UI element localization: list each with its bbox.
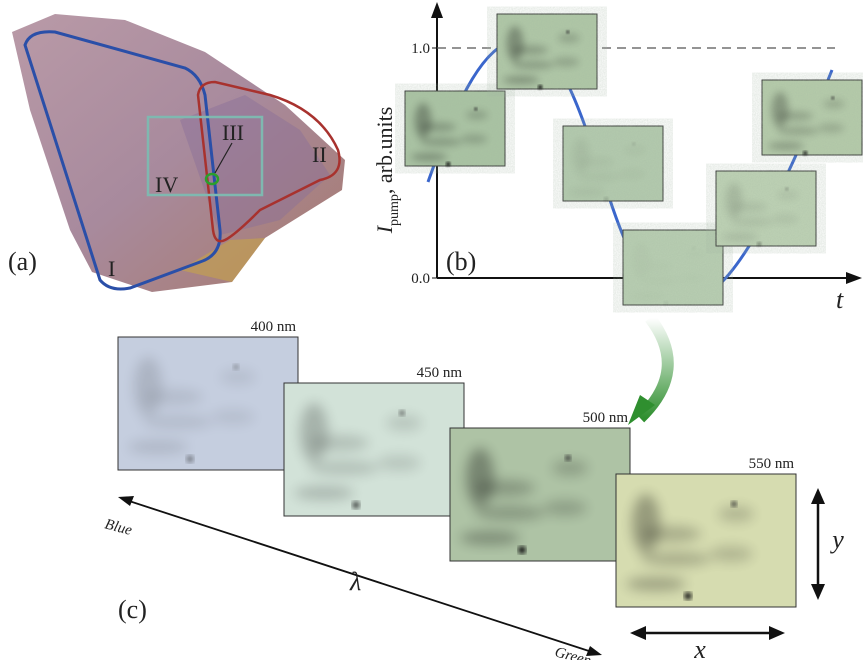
x-dim-head: [630, 626, 646, 640]
spectral-image: 550 nm: [616, 456, 796, 607]
y-tick-label: 1.0: [411, 41, 430, 57]
figure: I II III IV (a) Ipump, arb.units t (b) 0…: [0, 0, 863, 660]
axis-end-label: Blue: [103, 516, 134, 539]
frame-thumbnail: [762, 80, 862, 156]
wavelength-label: 500 nm: [583, 410, 629, 426]
spectral-image: 500 nm: [450, 410, 630, 561]
x-axis-arrow: [846, 272, 862, 284]
y-dim-head: [811, 488, 825, 504]
frame-thumbnail: [623, 230, 723, 306]
y-tick-label: 0.0: [411, 271, 430, 287]
panel-label: (b): [446, 247, 476, 276]
x-axis-title: t: [836, 285, 844, 314]
panel-a: I II III IV (a): [8, 14, 345, 292]
panel-label: (c): [118, 595, 147, 624]
frame-thumbnail: [497, 14, 597, 90]
region-label: II: [312, 142, 327, 167]
frame-thumbnail: [405, 91, 505, 167]
frame-thumbnail: [716, 171, 816, 247]
y-axis-title: Ipump, arb.units: [372, 107, 402, 235]
panel-c: 400 nm 450 nm 500 nm 550 nm Blue Green λ (c…: [103, 318, 844, 660]
spectral-image: 400 nm: [118, 319, 298, 470]
lambda-arrow: [118, 496, 134, 506]
wavelength-label: 450 nm: [417, 365, 463, 381]
y-subscript: pump: [387, 194, 402, 226]
frame-thumbnail: [563, 126, 663, 202]
panel-label: (a): [8, 247, 37, 276]
x-dim-label: x: [693, 635, 706, 660]
x-dim-head: [769, 626, 785, 640]
wavelength-label: 550 nm: [749, 456, 795, 472]
region-label: IV: [155, 172, 178, 197]
y-dim-label: y: [829, 525, 844, 554]
lambda-symbol: λ: [349, 567, 361, 596]
wavelength-label: 400 nm: [251, 319, 297, 335]
region-label: I: [108, 256, 115, 281]
panel-b: Ipump, arb.units t (b) 0.0 1.0: [372, 2, 862, 314]
spectral-image: 450 nm: [284, 365, 464, 516]
region-label: III: [222, 120, 244, 145]
y-dim-head: [811, 584, 825, 600]
axis-end-label: Green: [553, 644, 593, 660]
y-unit: , arb.units: [372, 107, 397, 194]
y-axis-arrow: [431, 2, 443, 18]
